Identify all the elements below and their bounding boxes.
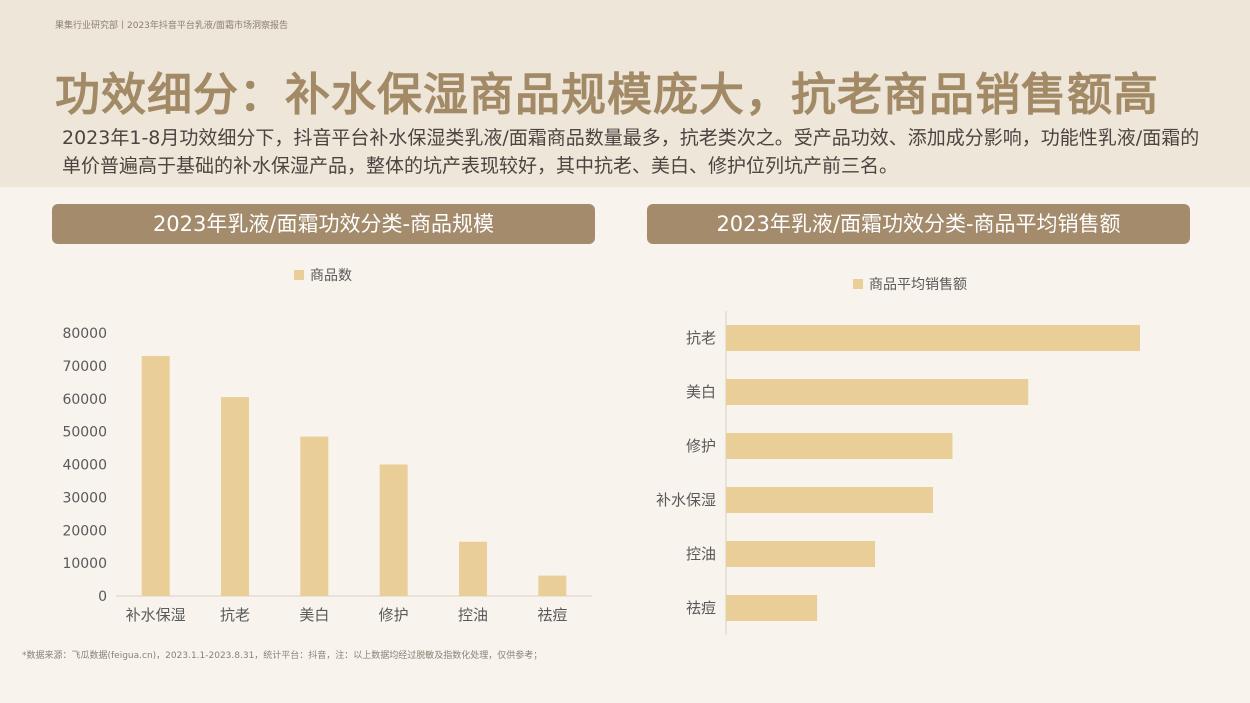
x-tick-label: 控油	[458, 606, 488, 624]
y-tick-label: 10000	[62, 556, 107, 572]
bar	[459, 541, 487, 596]
footnote: *数据来源：飞瓜数据(feigua.cn)，2023.1.1-2023.8.31…	[22, 651, 543, 661]
bar	[538, 575, 567, 596]
header-band	[0, 0, 1250, 187]
legend-label: 商品数	[310, 268, 352, 284]
report-source-line: 果集行业研究部丨2023年抖音平台乳液/面霜市场洞察报告	[55, 21, 288, 31]
bar	[141, 356, 170, 596]
y-tick-label: 补水保湿	[656, 491, 716, 509]
y-tick-label: 70000	[62, 359, 107, 375]
y-tick-label: 控油	[686, 545, 716, 563]
x-tick-label: 补水保湿	[126, 606, 186, 624]
product-count-bar-chart: 商品数 0 10000 20000 30000 40000 50000 60000 70000 8…	[62, 268, 592, 624]
legend-swatch	[294, 270, 304, 280]
y-tick-label: 40000	[62, 458, 107, 474]
bar	[726, 541, 876, 567]
left-chart-title: 2023年乳液/面霜功效分类-商品规模	[52, 204, 595, 244]
x-tick-label: 美白	[299, 606, 329, 624]
bar	[300, 436, 329, 596]
x-tick-label: 祛痘	[537, 606, 567, 624]
y-tick-label: 30000	[62, 490, 107, 506]
x-tick-label: 修护	[379, 606, 409, 624]
x-tick-label: 抗老	[220, 606, 250, 624]
y-tick-label: 美白	[686, 383, 716, 401]
page-description: 2023年1-8月功效细分下，抖音平台补水保湿类乳液/面霜商品数量最多，抗老类次…	[62, 127, 1200, 177]
y-tick-label: 20000	[62, 523, 107, 539]
right-chart-title: 2023年乳液/面霜功效分类-商品平均销售额	[647, 204, 1190, 244]
bar	[726, 325, 1140, 351]
y-tick-label: 0	[98, 589, 107, 605]
y-tick-label: 50000	[62, 425, 107, 441]
legend-swatch	[853, 279, 863, 289]
legend-label: 商品平均销售额	[869, 277, 967, 293]
y-tick-label: 80000	[62, 326, 107, 342]
y-tick-label: 修护	[686, 437, 716, 455]
bar	[726, 595, 818, 621]
page-title: 功效细分：补水保湿商品规模庞大，抗老商品销售额高	[55, 68, 1160, 121]
bar	[379, 464, 408, 596]
y-tick-label: 祛痘	[686, 599, 716, 617]
bar	[726, 487, 933, 513]
y-tick-label: 60000	[62, 392, 107, 408]
bar	[726, 379, 1029, 405]
y-tick-label: 抗老	[686, 329, 716, 347]
bar	[726, 433, 953, 459]
bar	[221, 397, 249, 596]
